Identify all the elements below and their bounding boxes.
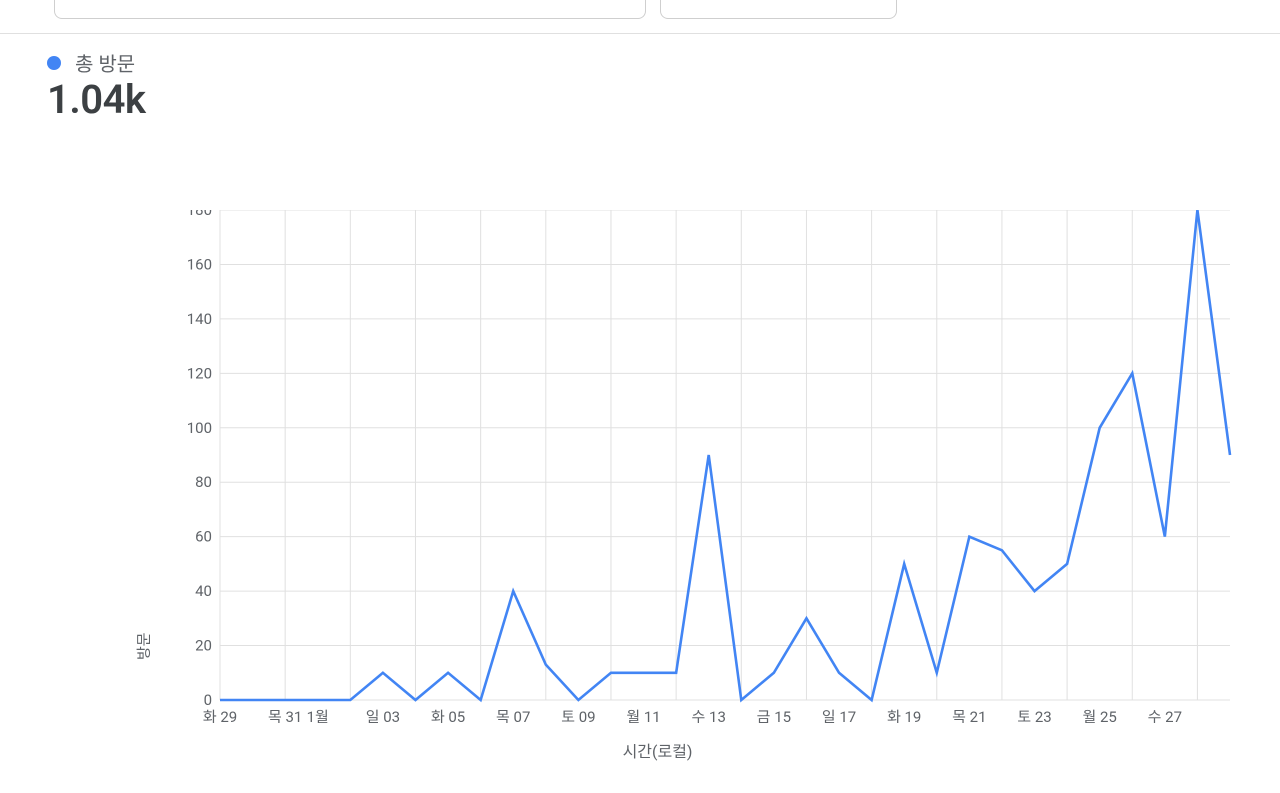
- svg-text:토 23: 토 23: [1017, 708, 1051, 726]
- legend-label: 총 방문: [75, 48, 135, 77]
- svg-text:월 11: 월 11: [626, 708, 660, 726]
- metric-total-value: 1.04k: [47, 76, 146, 123]
- svg-text:화 19: 화 19: [887, 708, 921, 726]
- svg-text:목 07: 목 07: [496, 708, 530, 726]
- chart-svg: 0 20 40 60 80 100 120 140 160 180 화 29 목 31 1월 일 03 화 …: [185, 210, 1235, 750]
- svg-text:목 31: 목 31: [268, 708, 302, 726]
- svg-text:수 27: 수 27: [1148, 708, 1182, 726]
- divider: [0, 33, 1280, 34]
- legend: 총 방문: [47, 48, 135, 77]
- dropdown-right[interactable]: [660, 0, 897, 19]
- svg-text:토 09: 토 09: [561, 708, 595, 726]
- svg-text:80: 80: [195, 473, 212, 491]
- svg-text:180: 180: [187, 210, 212, 219]
- yaxis-title: 방문: [133, 632, 154, 660]
- legend-dot-icon: [47, 56, 61, 70]
- svg-text:140: 140: [187, 310, 212, 328]
- svg-text:120: 120: [187, 364, 212, 382]
- svg-text:금 15: 금 15: [757, 708, 791, 726]
- svg-text:0: 0: [204, 691, 212, 709]
- svg-text:화 05: 화 05: [431, 708, 465, 726]
- svg-text:40: 40: [195, 582, 212, 600]
- svg-text:1월: 1월: [307, 708, 329, 726]
- svg-text:수 13: 수 13: [692, 708, 726, 726]
- svg-text:일 17: 일 17: [822, 708, 856, 726]
- svg-text:100: 100: [187, 419, 212, 437]
- svg-text:목 21: 목 21: [952, 708, 986, 726]
- svg-text:160: 160: [187, 255, 212, 273]
- svg-text:월 25: 월 25: [1082, 708, 1116, 726]
- svg-text:20: 20: [195, 637, 212, 655]
- top-controls: [0, 0, 1280, 20]
- chart: 방문 0 20 40 60 80 100 120 140 160 180 화 29 목 31 1월 일 0…: [65, 200, 1250, 765]
- plot-area: 020406080100120140160180화 29목 311월일 03화 …: [185, 210, 1235, 710]
- dropdown-left[interactable]: [54, 0, 646, 19]
- svg-text:화 29: 화 29: [203, 708, 237, 726]
- svg-text:60: 60: [195, 528, 212, 546]
- svg-text:일 03: 일 03: [366, 708, 400, 726]
- xaxis-title: 시간(로컬): [65, 738, 1250, 762]
